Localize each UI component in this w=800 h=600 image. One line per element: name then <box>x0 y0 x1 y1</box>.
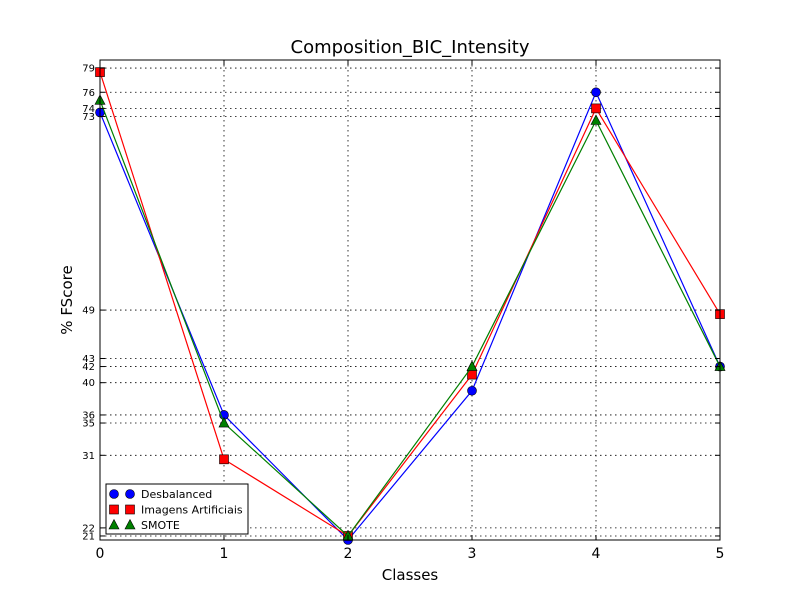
legend-marker <box>125 504 135 515</box>
series-line <box>99 100 721 537</box>
x-tick-label: 3 <box>468 546 477 562</box>
x-tick-label: 5 <box>716 546 725 562</box>
y-tick-label: 79 <box>82 64 95 75</box>
y-tick-label: 40 <box>82 378 95 389</box>
grid <box>100 60 720 540</box>
data-point <box>218 416 230 428</box>
y-tick-label: 76 <box>82 88 95 99</box>
y-tick-label: 42 <box>82 362 95 373</box>
y-tick-label: 36 <box>82 410 95 421</box>
data-point <box>591 87 601 98</box>
legend-label: Desbalanced <box>141 488 212 501</box>
y-tick-label: 73 <box>82 112 95 123</box>
y-tick-label: 43 <box>82 354 95 365</box>
y-tick-label: 31 <box>82 451 95 462</box>
series-line <box>99 71 721 537</box>
legend-marker <box>109 489 119 499</box>
y-tick-label: 21 <box>82 531 95 542</box>
legend-marker <box>109 504 119 515</box>
data-point <box>590 114 602 125</box>
y-axis-label: % FScore <box>58 265 76 334</box>
series-line <box>99 90 721 541</box>
legend-marker <box>125 489 135 499</box>
x-tick-label: 4 <box>592 546 601 562</box>
legend-marker <box>124 518 136 530</box>
legend: Desbalanced Imagens Artificiais SMOTE <box>105 483 249 535</box>
plot-frame <box>99 59 721 541</box>
y-tick-label: 74 <box>82 104 95 115</box>
data-point <box>219 454 229 465</box>
x-tick-label: 2 <box>344 546 353 562</box>
y-tick-label: 22 <box>82 523 95 534</box>
legend-marker <box>108 518 120 530</box>
legend-label: SMOTE <box>141 519 180 532</box>
y-tick-label: 35 <box>82 419 95 430</box>
legend-label: Imagens Artificiais <box>141 504 243 517</box>
data-point <box>591 103 601 114</box>
x-tick-label: 0 <box>96 546 105 562</box>
y-tick-label: 49 <box>82 306 95 317</box>
series-layer <box>94 67 726 545</box>
x-tick-label: 1 <box>220 546 229 562</box>
x-axis-label: Classes <box>382 566 439 584</box>
chart-title: Composition_BIC_Intensity <box>291 37 530 58</box>
data-point <box>466 360 478 371</box>
data-point <box>467 385 477 396</box>
